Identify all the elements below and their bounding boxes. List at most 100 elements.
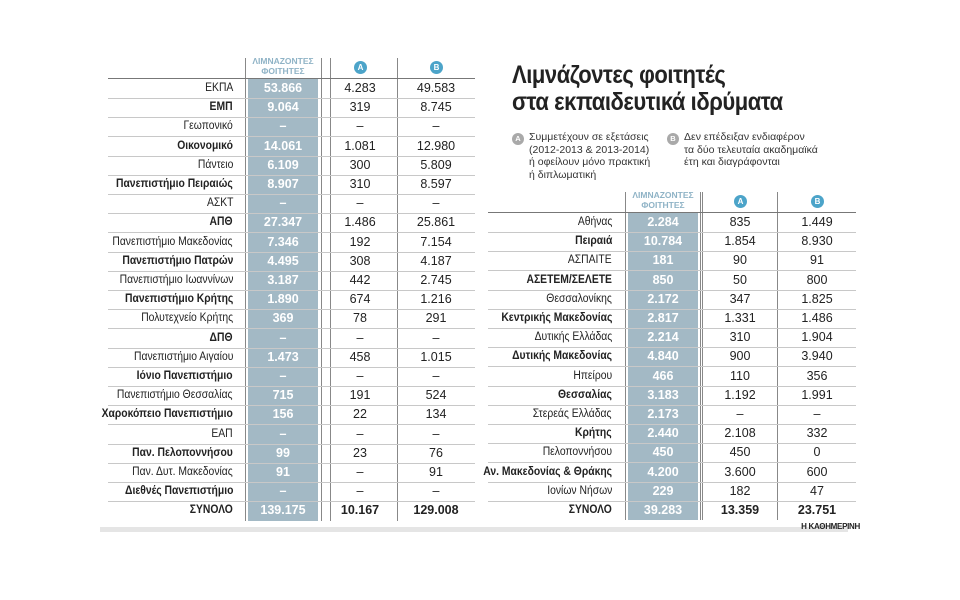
- category-a-value: 308: [349, 253, 371, 268]
- column-divider: [321, 58, 322, 521]
- table-row: ΑΠΘ 27.347 1.486 25.861: [108, 213, 475, 234]
- category-a-value: 1.331: [724, 311, 756, 325]
- stagnant-students-value: 4.840: [647, 349, 679, 364]
- category-b-value: 8.745: [420, 100, 452, 115]
- table-row: Αθήνας 2.284 835 1.449: [488, 213, 856, 233]
- institution-name: Πειραιά: [574, 235, 612, 248]
- category-a-value: 13.359: [720, 503, 760, 517]
- institution-name: Ηπείρου: [573, 369, 612, 382]
- table-row: Πανεπιστήμιο Κρήτης 1.890 674 1.216: [108, 290, 475, 311]
- category-b-value: 524: [425, 388, 447, 403]
- institution-name: Πανεπιστήμιο Θεσσαλίας: [117, 389, 233, 402]
- category-b-value: 7.154: [420, 234, 452, 249]
- column-divider: [625, 192, 626, 521]
- legend-b-line: Δεν επέδειξαν ενδιαφέρον: [684, 131, 805, 143]
- stagnant-students-value: 156: [272, 407, 294, 422]
- stagnant-students-value: 1.473: [267, 349, 299, 364]
- category-a-value: 50: [733, 272, 747, 287]
- stagnant-students-value: 466: [652, 368, 674, 383]
- stagnant-students-value: 4.200: [647, 464, 679, 479]
- category-a-value: 10.167: [340, 503, 380, 518]
- stagnant-students-value: –: [279, 196, 287, 211]
- category-a-value: 90: [733, 253, 747, 268]
- institution-name: ΕΚΠΑ: [204, 82, 233, 94]
- table-row: ΔΠΘ – – –: [108, 329, 475, 349]
- category-b-value: 25.861: [416, 215, 456, 230]
- badge-b-icon: B: [430, 61, 443, 74]
- institution-name: ΑΠΘ: [209, 216, 233, 229]
- stagnant-students-value: 2.214: [647, 330, 679, 345]
- category-a-value: –: [356, 465, 364, 479]
- stagnant-students-value: 99: [276, 445, 290, 460]
- table-row: Πανεπιστήμιο Θεσσαλίας 715 191 524: [108, 386, 475, 407]
- institution-name: ΑΣΚΤ: [206, 197, 233, 210]
- category-a-value: 192: [349, 234, 371, 249]
- category-a-value: –: [356, 484, 364, 499]
- stagnant-students-value: –: [279, 119, 287, 134]
- institution-name: ΔΠΘ: [210, 331, 233, 344]
- table-row: ΑΣΠΑΙΤΕ 181 90 91: [488, 251, 856, 272]
- stagnant-students-value: 715: [272, 388, 294, 403]
- category-a-value: –: [356, 426, 364, 441]
- institution-name: ΑΣΠΑΙΤΕ: [568, 254, 612, 267]
- stagnant-students-value: 2.440: [647, 426, 679, 441]
- institution-name: Δυτικής Μακεδονίας: [512, 350, 612, 363]
- highlight-column: [248, 78, 318, 521]
- institution-name: Πελοποννήσου: [542, 446, 612, 459]
- category-a-value: 110: [730, 368, 750, 383]
- table-row: Οικονομικό 14.061 1.081 12.980: [108, 137, 475, 157]
- table-row: Πάντειο 6.109 300 5.809: [108, 156, 475, 176]
- total-row: ΣΥΝΟΛΟ 39.283 13.359 23.751: [488, 501, 856, 520]
- category-b-value: 91: [429, 465, 443, 479]
- category-a-value: 1.192: [724, 387, 756, 402]
- stagnant-students-value: –: [279, 426, 287, 441]
- table-row: Δυτικής Μακεδονίας 4.840 900 3.940: [488, 347, 856, 368]
- category-a-value: 900: [729, 349, 751, 364]
- category-a-value: 2.108: [724, 426, 756, 441]
- badge-a-icon: A: [512, 133, 524, 145]
- institution-name: Παν. Πελοποννήσου: [132, 446, 233, 459]
- category-a-value: –: [356, 119, 364, 134]
- institution-name: Πάντειο: [197, 158, 233, 171]
- stagnant-students-value: 3.183: [647, 387, 679, 402]
- column-header-line: ΦΟΙΤΗΤΕΣ: [261, 66, 305, 76]
- stagnant-students-value: –: [279, 330, 287, 345]
- stagnant-students-value: 3.187: [267, 273, 299, 287]
- institution-name: ΣΥΝΟΛΟ: [189, 504, 233, 517]
- column-divider: [777, 192, 778, 521]
- category-b-value: 134: [425, 407, 447, 422]
- category-a-value: 3.600: [724, 464, 756, 479]
- stagnant-students-value: –: [279, 369, 287, 383]
- category-a-value: 674: [349, 292, 371, 307]
- stagnant-students-value: 7.346: [267, 234, 299, 249]
- title-line-1: Λιμνάζοντες φοιτητές: [512, 61, 726, 89]
- category-b-value: 129.008: [413, 503, 459, 518]
- category-b-value: 8.597: [420, 177, 452, 191]
- institution-name: Θεσσαλίας: [558, 388, 612, 401]
- stagnant-students-value: 6.109: [267, 157, 299, 172]
- stagnant-students-value: 91: [276, 465, 290, 479]
- table-row: Πανεπιστήμιο Πατρών 4.495 308 4.187: [108, 252, 475, 272]
- institution-name: Παν. Δυτ. Μακεδονίας: [132, 466, 233, 478]
- table-row: Γεωπονικό – – –: [108, 117, 475, 138]
- category-b-value: 47: [810, 483, 824, 498]
- category-b-value: 2.745: [420, 273, 452, 287]
- institution-name: Ιόνιο Πανεπιστήμιο: [137, 370, 233, 382]
- badge-b-icon: B: [811, 195, 824, 208]
- stagnant-students-value: 181: [652, 253, 674, 268]
- highlight-column: [628, 212, 698, 521]
- institution-name: Κεντρικής Μακεδονίας: [500, 312, 612, 324]
- column-divider: [245, 58, 246, 521]
- stagnant-students-value: 229: [652, 483, 674, 498]
- stagnant-students-value: 27.347: [263, 215, 303, 230]
- badge-a-icon: A: [734, 195, 747, 208]
- stagnant-students-value: 9.064: [267, 100, 299, 115]
- institution-name: ΣΥΝΟΛΟ: [568, 504, 612, 516]
- category-a-value: 310: [729, 330, 751, 345]
- category-a-value: 1.486: [344, 215, 376, 230]
- category-b-value: –: [432, 484, 440, 499]
- category-b-value: –: [432, 196, 440, 211]
- table-row: Στερεάς Ελλάδας 2.173 – –: [488, 405, 856, 425]
- bottom-bar: [100, 527, 848, 532]
- table-row: Δυτικής Ελλάδας 2.214 310 1.904: [488, 328, 856, 349]
